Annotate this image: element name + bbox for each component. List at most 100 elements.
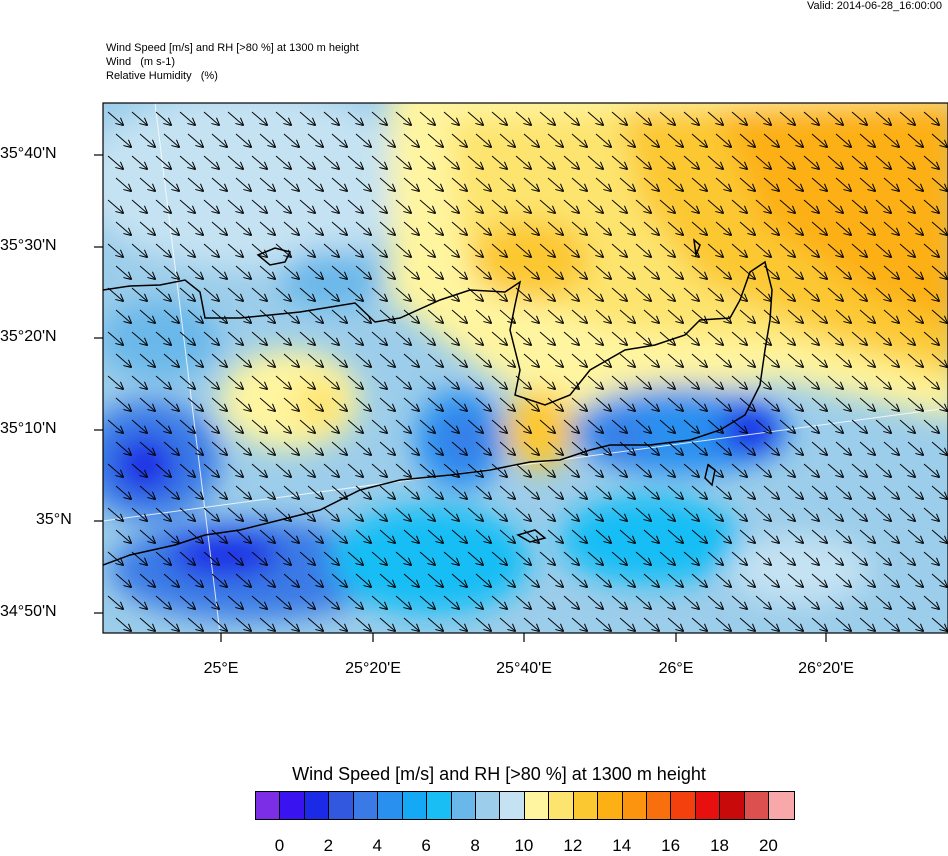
colorbar-tick-label: 4 — [372, 836, 382, 855]
wind-arrow — [259, 617, 275, 631]
wind-arrow — [371, 243, 387, 257]
lat-label-34-50: 34°50'N — [0, 603, 57, 620]
wind-arrow — [715, 573, 731, 587]
wind-arrow — [475, 177, 491, 191]
wind-arrow — [355, 133, 371, 147]
wind-arrow — [667, 133, 683, 147]
wind-arrow — [451, 617, 467, 631]
wind-arrow — [187, 177, 203, 191]
wind-arrow — [251, 595, 267, 609]
wind-arrow — [427, 617, 443, 631]
wind-arrow — [539, 551, 555, 565]
wind-arrow — [755, 111, 771, 125]
wind-arrow — [203, 595, 219, 609]
wind-arrow — [827, 419, 843, 433]
wind-arrow — [779, 243, 795, 257]
wind-arrow — [451, 133, 467, 147]
wind-arrow — [547, 133, 563, 147]
wind-arrow — [307, 177, 323, 191]
wind-arrow — [235, 133, 251, 147]
wind-arrow — [347, 155, 363, 169]
wind-arrow — [515, 331, 531, 345]
wind-arrow — [899, 595, 915, 609]
wind-arrow — [227, 595, 243, 609]
wind-arrow — [475, 265, 491, 279]
wind-arrow — [563, 243, 579, 257]
wind-arrow — [155, 463, 171, 477]
wind-arrow — [467, 463, 483, 477]
wind-arrow — [683, 199, 699, 213]
wind-arrow — [307, 573, 323, 587]
wind-arrow — [859, 441, 875, 455]
wind-arrow — [571, 617, 587, 631]
wind-arrow — [883, 397, 899, 411]
wind-arrow — [563, 551, 579, 565]
wind-arrow — [835, 353, 851, 367]
wind-arrow — [107, 111, 123, 125]
wind-arrow — [595, 529, 611, 543]
wind-arrow — [419, 155, 435, 169]
wind-arrow — [475, 309, 491, 323]
wind-arrow — [419, 595, 435, 609]
wind-arrow — [163, 441, 179, 455]
wind-arrow — [859, 397, 875, 411]
colorbar-swatch — [451, 792, 476, 819]
wind-arrow — [323, 419, 339, 433]
wind-arrow — [667, 485, 683, 499]
wind-arrow — [379, 617, 395, 631]
wind-arrow — [259, 221, 275, 235]
wind-arrow — [763, 617, 779, 631]
wind-arrow — [499, 529, 515, 543]
wind-arrow — [323, 155, 339, 169]
wind-arrow — [107, 419, 123, 433]
wind-arrow — [499, 485, 515, 499]
wind-arrow — [155, 375, 171, 389]
wind-arrow — [187, 353, 203, 367]
wind-arrow — [283, 309, 299, 323]
wind-arrow — [803, 287, 819, 301]
wind-arrow — [523, 177, 539, 191]
wind-arrow — [739, 177, 755, 191]
wind-arrow — [827, 331, 843, 345]
wind-arrow — [251, 463, 267, 477]
wind-arrow — [875, 111, 891, 125]
wind-arrow — [187, 309, 203, 323]
wind-arrow — [667, 441, 683, 455]
colorbar-swatch — [500, 792, 525, 819]
wind-arrow — [491, 287, 507, 301]
wind-arrow — [275, 243, 291, 257]
wind-arrow — [931, 617, 947, 631]
wind-arrow — [131, 331, 147, 345]
wind-arrow — [827, 155, 843, 169]
wind-arrow — [467, 199, 483, 213]
wind-arrow — [251, 199, 267, 213]
wind-arrow — [139, 573, 155, 587]
wind-arrow — [443, 155, 459, 169]
wind-arrow — [155, 287, 171, 301]
wind-arrow — [907, 529, 923, 543]
wind-arrow — [203, 463, 219, 477]
wind-arrow — [107, 551, 123, 565]
wind-arrow — [763, 485, 779, 499]
wind-arrow — [611, 551, 627, 565]
lat-label-35-40: 35°40'N — [0, 145, 57, 162]
wind-arrow — [131, 111, 147, 125]
wind-arrow — [595, 221, 611, 235]
wind-arrow — [595, 573, 611, 587]
wind-arrow — [347, 199, 363, 213]
wind-arrow — [443, 375, 459, 389]
wind-arrow — [827, 595, 843, 609]
wind-arrow — [787, 309, 803, 323]
wind-arrow — [515, 463, 531, 477]
wind-arrow — [347, 419, 363, 433]
wind-arrow — [667, 573, 683, 587]
lat-label-35-30: 35°30'N — [0, 237, 57, 254]
wind-arrow — [379, 133, 395, 147]
wind-arrow — [931, 133, 947, 147]
wind-arrow — [467, 287, 483, 301]
wind-arrow — [115, 529, 131, 543]
wind-arrow — [811, 397, 827, 411]
colorbar-swatch — [549, 792, 574, 819]
colorbar-tick-label: 18 — [710, 836, 730, 855]
wind-arrow — [395, 551, 411, 565]
